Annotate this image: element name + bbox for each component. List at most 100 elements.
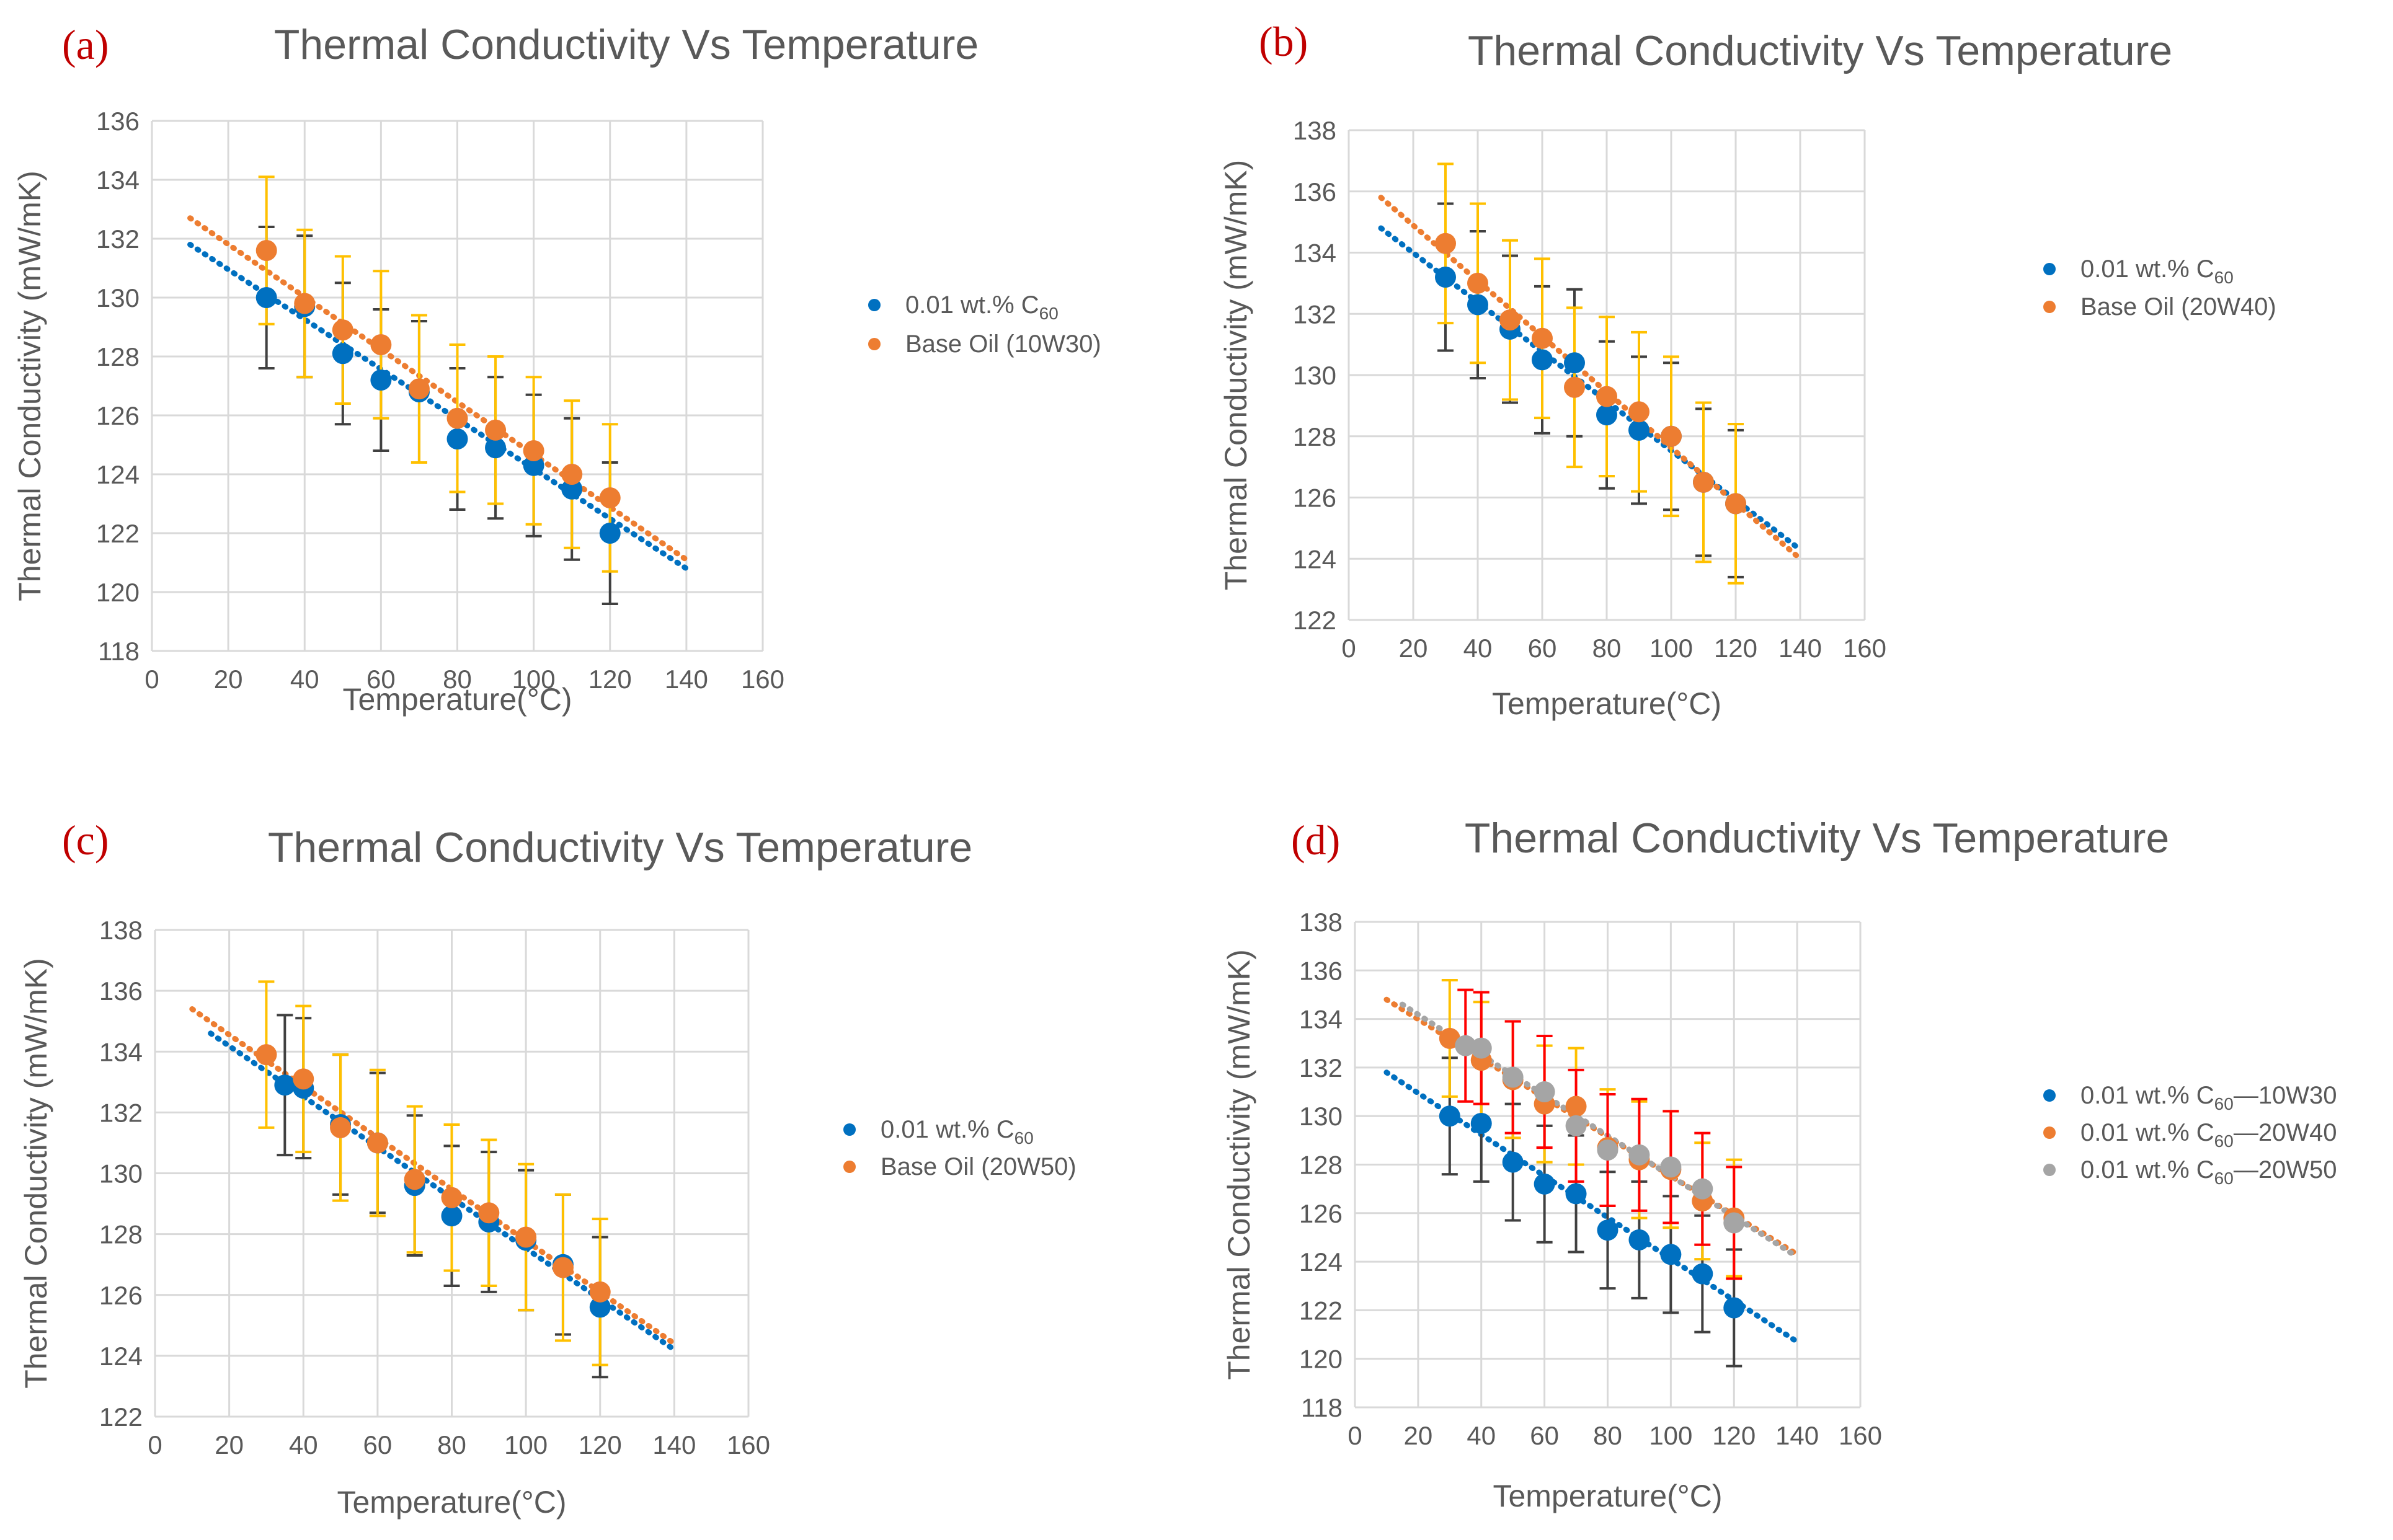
y-tick-label: 126 xyxy=(1299,1199,1343,1228)
data-point-series-2 xyxy=(255,1044,277,1066)
data-point-series-2 xyxy=(1725,493,1746,515)
chart-title-c: Thermal Conductivity Vs Temperature xyxy=(268,824,972,871)
data-point-series-2 xyxy=(332,319,353,341)
data-point-series-2 xyxy=(599,487,621,508)
y-tick-label: 122 xyxy=(1293,606,1336,635)
chart-title-b: Thermal Conductivity Vs Temperature xyxy=(1468,27,2172,74)
data-point-series-3 xyxy=(1565,1115,1587,1136)
y-tick-label: 122 xyxy=(96,519,140,548)
chart-panel-d: (d) Thermal Conductivity Vs Temperature 11… xyxy=(1197,770,2393,1540)
data-point-series-2 xyxy=(485,419,507,441)
data-point-series-1 xyxy=(1692,1263,1713,1285)
legend-marker-series-1 xyxy=(868,299,881,311)
x-tick-label: 160 xyxy=(727,1430,770,1459)
x-axis-title: Temperature(°C) xyxy=(337,1485,566,1520)
x-tick-label: 40 xyxy=(289,1430,318,1459)
x-tick-label: 80 xyxy=(1592,634,1622,663)
y-tick-label: 124 xyxy=(96,460,140,489)
data-point-series-2 xyxy=(589,1281,611,1303)
chart-a-svg: (a) Thermal Conductivity Vs Temperature 11… xyxy=(12,21,1101,717)
legend-marker-series-1 xyxy=(2043,263,2056,275)
data-point-series-2 xyxy=(408,378,430,400)
data-point-series-1 xyxy=(1502,1151,1524,1173)
data-point-series-1 xyxy=(332,343,353,365)
y-tick-label: 130 xyxy=(1293,361,1336,390)
x-axis-title: Temperature(°C) xyxy=(1492,686,1721,721)
legend-marker-series-1 xyxy=(2043,1089,2056,1102)
x-tick-label: 80 xyxy=(1593,1421,1622,1450)
legend-marker-series-2 xyxy=(2043,1126,2056,1139)
data-point-series-1 xyxy=(1723,1297,1745,1319)
x-axis-title: Temperature(°C) xyxy=(342,682,572,717)
legend-label-series-1: 0.01 wt.% C60 xyxy=(905,291,1059,323)
y-tick-label: 138 xyxy=(1293,116,1336,145)
x-tick-label: 120 xyxy=(588,665,632,694)
data-point-series-1 xyxy=(1596,404,1617,426)
legend-label-series-2: Base Oil (20W50) xyxy=(881,1153,1077,1180)
data-point-series-2 xyxy=(478,1202,500,1224)
data-point-series-1 xyxy=(1532,349,1553,371)
x-tick-label: 20 xyxy=(214,665,243,694)
panel-label-b: (b) xyxy=(1259,18,1308,65)
x-tick-label: 20 xyxy=(1399,634,1428,663)
panel-label-a: (a) xyxy=(62,21,109,68)
x-tick-label: 40 xyxy=(1463,634,1493,663)
data-point-series-1 xyxy=(1597,1219,1618,1241)
data-point-series-1 xyxy=(599,523,621,544)
chart-panel-c: (c) Thermal Conductivity Vs Temperature 12… xyxy=(0,770,1197,1540)
legend-marker-series-3 xyxy=(2043,1164,2056,1176)
data-point-series-2 xyxy=(1564,376,1585,398)
x-tick-label: 120 xyxy=(579,1430,622,1459)
x-tick-label: 140 xyxy=(652,1430,696,1459)
data-point-series-1 xyxy=(485,437,507,459)
data-point-series-1 xyxy=(1467,294,1488,316)
data-point-series-2 xyxy=(330,1117,352,1138)
legend-marker-series-2 xyxy=(868,338,881,350)
data-point-series-2 xyxy=(293,1068,314,1090)
data-point-series-2 xyxy=(255,240,277,261)
x-axis-title: Temperature(°C) xyxy=(1493,1479,1722,1513)
chart-title-d: Thermal Conductivity Vs Temperature xyxy=(1465,815,2169,862)
x-tick-label: 60 xyxy=(363,1430,393,1459)
data-point-series-2 xyxy=(561,464,583,485)
y-tick-label: 134 xyxy=(99,1037,143,1066)
y-tick-label: 132 xyxy=(1293,299,1336,329)
y-tick-label: 128 xyxy=(1299,1151,1343,1180)
y-tick-label: 138 xyxy=(1299,908,1343,937)
y-tick-label: 128 xyxy=(99,1220,143,1249)
y-tick-label: 130 xyxy=(96,283,140,312)
data-point-series-1 xyxy=(1439,1105,1460,1127)
data-point-series-2 xyxy=(294,293,316,314)
y-tick-label: 136 xyxy=(96,107,140,136)
data-point-series-1 xyxy=(370,370,392,391)
data-point-series-1 xyxy=(589,1296,611,1318)
data-point-series-2 xyxy=(1435,232,1456,254)
data-point-series-2 xyxy=(1661,425,1682,447)
data-point-series-1 xyxy=(274,1074,296,1096)
data-point-series-1 xyxy=(446,428,468,449)
data-point-series-3 xyxy=(1470,1037,1492,1059)
legend-label-series-1: 0.01 wt.% C60 xyxy=(881,1116,1034,1148)
y-tick-label: 132 xyxy=(96,224,140,254)
x-tick-label: 100 xyxy=(1649,1421,1692,1450)
y-tick-label: 134 xyxy=(1299,1005,1343,1034)
x-tick-label: 0 xyxy=(148,1430,162,1459)
data-point-series-2 xyxy=(446,407,468,429)
y-tick-label: 120 xyxy=(1299,1345,1343,1374)
y-tick-label: 130 xyxy=(99,1159,143,1188)
x-tick-label: 40 xyxy=(290,665,319,694)
data-point-series-3 xyxy=(1628,1144,1650,1166)
y-axis-title: Thermal Conductivity (mW/mK) xyxy=(12,170,47,601)
x-tick-label: 20 xyxy=(215,1430,244,1459)
legend-label-series-1: 0.01 wt.% C60 xyxy=(2080,255,2234,287)
legend-marker-series-1 xyxy=(843,1123,856,1136)
y-tick-label: 126 xyxy=(96,401,140,430)
data-point-series-2 xyxy=(1467,272,1488,294)
y-tick-label: 124 xyxy=(1299,1247,1343,1277)
x-tick-label: 100 xyxy=(1649,634,1693,663)
panel-label-c: (c) xyxy=(62,816,109,864)
x-tick-label: 0 xyxy=(1347,1421,1362,1450)
y-tick-label: 126 xyxy=(1293,484,1336,513)
data-point-series-2 xyxy=(1628,401,1649,423)
x-tick-label: 160 xyxy=(741,665,784,694)
